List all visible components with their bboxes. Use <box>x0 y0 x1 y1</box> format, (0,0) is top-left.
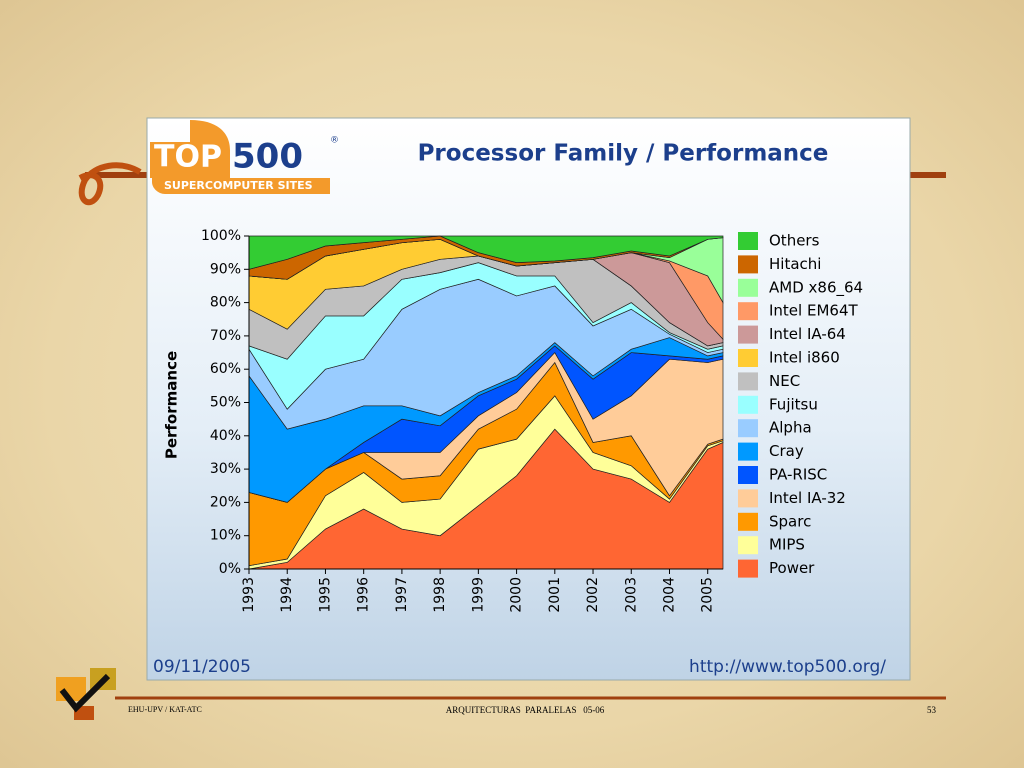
x-tick-label: 2004 <box>661 577 677 613</box>
y-tick-label: 50% <box>210 395 241 411</box>
legend-label: Others <box>769 232 820 250</box>
y-tick-label: 60% <box>210 361 241 377</box>
plot: 0% 10% 20% 30% 40% 50% 60% 70% 80% 90% 100% 1993 199… <box>201 228 863 613</box>
legend-swatch <box>738 232 758 250</box>
chart-title: Processor Family / Performance <box>418 141 829 167</box>
legend-swatch <box>738 512 758 531</box>
legend-swatch <box>738 536 758 555</box>
legend-swatch <box>738 349 758 367</box>
x-tick-label: 1994 <box>279 577 295 613</box>
legend-swatch <box>738 372 758 391</box>
legend-label: AMD x86_64 <box>769 278 863 297</box>
y-tick-label: 100% <box>201 228 241 244</box>
legend-swatch <box>738 419 758 438</box>
footer-left: EHU-UPV / KAT-ATC <box>128 705 202 714</box>
legend-label: Intel IA-64 <box>769 325 846 343</box>
x-tick-label: 2000 <box>509 577 525 613</box>
legend-label: Alpha <box>769 419 812 437</box>
area <box>248 235 724 270</box>
decor-loop <box>78 162 142 206</box>
logo-mark: ® <box>330 136 339 146</box>
logo: TOP 500 ® SUPERCOMPUTER SITES <box>150 120 339 194</box>
url: http://www.top500.org/ <box>689 657 886 677</box>
y-tick-label: 90% <box>210 261 241 277</box>
legend-label: Cray <box>769 442 804 460</box>
y-tick-label: 70% <box>210 328 241 344</box>
x-tick-label: 1998 <box>432 577 448 613</box>
legend-label: Intel i860 <box>769 349 840 367</box>
x-tick-label: 1999 <box>470 577 486 613</box>
logo-sub: SUPERCOMPUTER SITES <box>164 179 313 192</box>
logo-500: 500 <box>232 137 303 177</box>
check-icon <box>56 668 116 720</box>
x-tick-label: 1997 <box>394 577 410 613</box>
page-number: 53 <box>927 705 937 715</box>
legend-label: Intel IA-32 <box>769 489 846 507</box>
footer-center: ARQUITECTURAS PARALELAS 05-06 <box>446 705 605 715</box>
legend-label: NEC <box>769 372 800 390</box>
legend-label: MIPS <box>769 536 805 554</box>
x-tick-label: 2003 <box>623 577 639 613</box>
legend-swatch <box>738 302 758 321</box>
x-tick-label: 1996 <box>356 577 372 613</box>
legend-swatch <box>738 559 758 578</box>
y-axis-label: Performance <box>163 351 181 459</box>
legend-label: PA-RISC <box>769 466 827 484</box>
x-tick-label: 2002 <box>585 577 601 613</box>
y-tick-label: 30% <box>210 461 241 477</box>
legend-label: Power <box>769 559 815 577</box>
legend-label: Hitachi <box>769 255 821 273</box>
y-tick-label: 20% <box>210 494 241 510</box>
date: 09/11/2005 <box>153 657 251 677</box>
legend-swatch <box>738 255 758 274</box>
legend-swatch <box>738 466 758 484</box>
legend-label: Fujitsu <box>769 395 818 413</box>
legend-swatch <box>738 442 758 461</box>
x-tick-label: 1993 <box>241 577 257 613</box>
legend-label: Sparc <box>769 512 811 530</box>
logo-top: TOP <box>154 140 222 175</box>
legend-label: Intel EM64T <box>769 302 858 320</box>
x-tick-label: 2005 <box>700 577 716 613</box>
x-tick-label: 1995 <box>317 577 333 613</box>
legend-swatch <box>738 395 758 414</box>
legend-swatch <box>738 278 758 297</box>
legend-swatch <box>738 489 758 508</box>
x-tick-label: 2001 <box>547 577 563 613</box>
legend-swatch <box>738 325 758 344</box>
y-tick-label: 40% <box>210 428 241 444</box>
y-tick-label: 10% <box>210 528 241 544</box>
y-tick-label: 0% <box>219 561 241 577</box>
y-tick-label: 80% <box>210 295 241 311</box>
